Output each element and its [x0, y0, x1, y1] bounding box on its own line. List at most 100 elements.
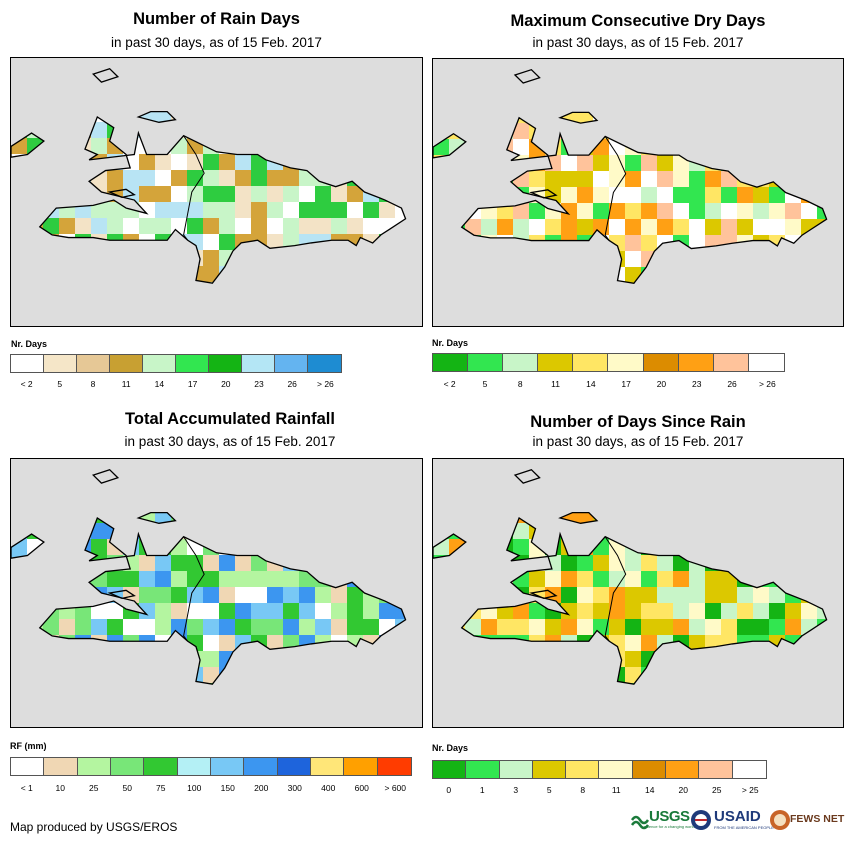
grid-cell: [171, 202, 187, 218]
grid-cell: [379, 539, 395, 555]
grid-cell: [251, 555, 267, 571]
grid-cell: [283, 523, 299, 539]
grid-cell: [465, 123, 481, 139]
grid-cell: [235, 667, 251, 683]
grid-cell: [91, 619, 107, 635]
grid-cell: [107, 507, 123, 523]
grid-cell: [561, 219, 577, 235]
grid-cell: [673, 507, 689, 523]
grid-cell: [235, 170, 251, 186]
grid-cell: [43, 603, 59, 619]
legend-swatch: [538, 354, 574, 371]
grid-cell: [721, 171, 737, 187]
grid-cell: [529, 571, 545, 587]
grid-cell: [657, 523, 673, 539]
grid-cell: [801, 203, 817, 219]
grid-cell: [705, 587, 721, 603]
grid-cell: [331, 683, 347, 685]
grid-cell: [449, 571, 465, 587]
grid-cell: [801, 635, 817, 651]
grid-cell: [235, 555, 251, 571]
coastline: [91, 468, 120, 484]
grid-cell: [609, 235, 625, 251]
grid-cell: [625, 283, 641, 284]
grid-cell: [379, 523, 395, 539]
grid-cell: [347, 619, 363, 635]
grid-cell: [251, 138, 267, 154]
coastline: [558, 111, 599, 124]
grid-cell: [59, 571, 75, 587]
grid-cell: [497, 523, 513, 539]
legend-tick-label: 5: [57, 379, 63, 389]
grid-cell: [465, 283, 481, 284]
grid-cell: [347, 603, 363, 619]
grid-cell: [107, 571, 123, 587]
legend-swatch: [566, 761, 600, 778]
grid-cell: [139, 250, 155, 266]
grid-cell: [27, 266, 43, 282]
grid-cell: [251, 683, 267, 685]
coastline: [136, 110, 177, 123]
grid-cell: [625, 171, 641, 187]
grid-cell: [689, 635, 705, 651]
grid-cell: [785, 619, 801, 635]
grid-cell: [283, 635, 299, 651]
grid-cell: [331, 507, 347, 523]
grid-cell: [203, 651, 219, 667]
grid-cell: [363, 154, 379, 170]
grid-cell: [235, 523, 251, 539]
grid-cell: [27, 683, 43, 685]
grid-cell: [123, 266, 139, 282]
grid-cell: [75, 667, 91, 683]
grid-cell: [155, 218, 171, 234]
grid-cell: [91, 539, 107, 555]
grid-cell: [171, 683, 187, 685]
grid-cell: [753, 523, 769, 539]
grid-cell: [91, 282, 107, 284]
grid-cell: [75, 234, 91, 250]
grid-cell: [561, 171, 577, 187]
grid-cell: [155, 619, 171, 635]
grid-cell: [139, 635, 155, 651]
grid-cell: [59, 523, 75, 539]
grid-cell: [395, 507, 406, 523]
grid-cell: [363, 683, 379, 685]
grid-cell: [561, 683, 577, 685]
rainfall-legend-ticks: < 1 10 25 50 75 100 150 200 300 400 600 > 600: [10, 783, 412, 795]
grid-cell: [299, 250, 315, 266]
grid-cell: [545, 523, 561, 539]
grid-cell: [171, 667, 187, 683]
grid-cell: [331, 218, 347, 234]
grid-cell: [625, 619, 641, 635]
grid-cell: [657, 555, 673, 571]
grid-cell: [609, 555, 625, 571]
legend-tick-label: 400: [321, 783, 336, 793]
grid-cell: [593, 251, 609, 267]
grid-cell: [721, 203, 737, 219]
grid-cell: [625, 155, 641, 171]
grid-cell: [139, 523, 155, 539]
grid-cell: [379, 138, 395, 154]
grid-cell: [769, 187, 785, 203]
grid-cell: [187, 282, 203, 284]
grid-cell: [331, 250, 347, 266]
grid-cell: [267, 282, 283, 284]
grid-cell: [283, 619, 299, 635]
grid-cell: [433, 619, 449, 635]
grid-cell: [625, 603, 641, 619]
legend-tick-label: 26: [287, 379, 297, 389]
grid-cell: [123, 651, 139, 667]
grid-cell: [641, 251, 657, 267]
grid-cell: [577, 651, 593, 667]
grid-cell: [705, 283, 721, 284]
grid-cell: [299, 170, 315, 186]
grid-cell: [43, 266, 59, 282]
grid-cell: [577, 219, 593, 235]
grid-cell: [283, 234, 299, 250]
grid-cell: [593, 267, 609, 283]
grid-cell: [283, 138, 299, 154]
grid-cell: [75, 603, 91, 619]
legend-swatch: [466, 761, 500, 778]
grid-cell: [267, 154, 283, 170]
legend-tick-label: 25: [712, 785, 722, 795]
